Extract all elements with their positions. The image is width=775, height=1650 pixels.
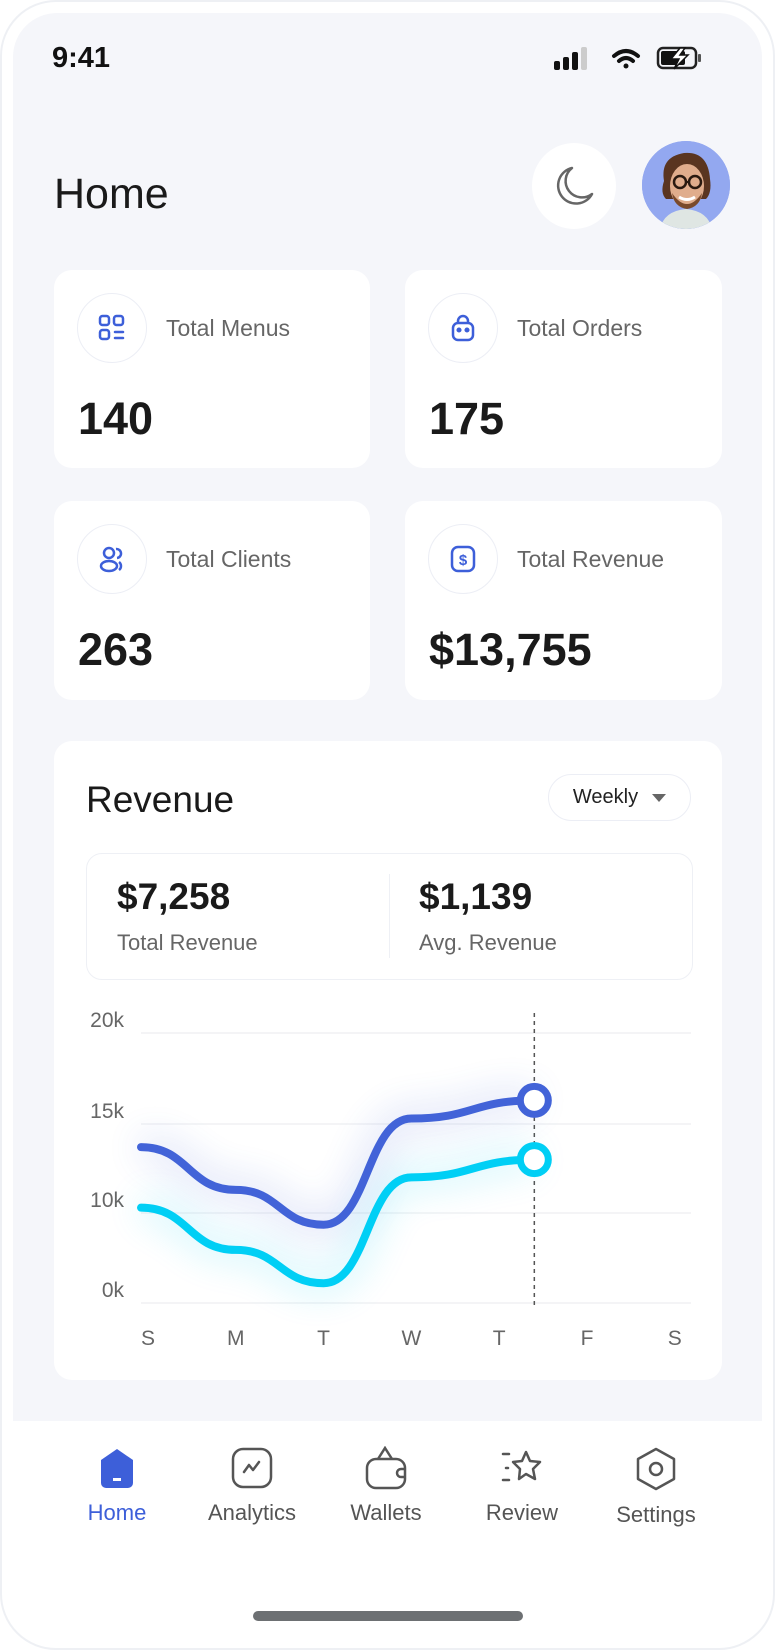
wifi-icon bbox=[612, 49, 640, 69]
summary-divider bbox=[389, 874, 390, 958]
x-tick-label: T bbox=[317, 1327, 330, 1350]
user-avatar-image bbox=[642, 141, 730, 229]
nav-item-settings[interactable]: Settings bbox=[591, 1446, 721, 1528]
nav-label: Review bbox=[485, 1500, 559, 1525]
series-marker-2[interactable] bbox=[516, 1142, 552, 1178]
x-tick-label: M bbox=[227, 1327, 245, 1350]
shopping-bag-icon bbox=[451, 314, 475, 342]
caret-down-icon bbox=[652, 793, 667, 802]
svg-text:$: $ bbox=[459, 552, 468, 569]
moon-icon bbox=[556, 166, 594, 205]
nav-item-review[interactable]: Review bbox=[457, 1446, 587, 1526]
stat-value: $13,755 bbox=[429, 624, 592, 675]
stat-label: Total Orders bbox=[517, 315, 643, 341]
period-dropdown[interactable]: Weekly bbox=[548, 774, 691, 821]
status-icons bbox=[554, 46, 701, 70]
settings-icon bbox=[636, 1447, 676, 1491]
nav-label: Analytics bbox=[207, 1500, 297, 1525]
stat-value: 263 bbox=[78, 624, 154, 675]
x-tick-label: S bbox=[141, 1327, 155, 1350]
series-line-2 bbox=[137, 1155, 539, 1288]
nav-item-analytics[interactable]: Analytics bbox=[187, 1446, 317, 1526]
stat-card-total-clients[interactable]: Total Clients 263 bbox=[54, 501, 370, 700]
avg-revenue-value: $1,139 bbox=[419, 876, 533, 917]
home-icon bbox=[101, 1449, 133, 1488]
revenue-title: Revenue bbox=[86, 779, 235, 820]
signal-icon bbox=[554, 47, 587, 70]
y-tick-label: 15k bbox=[90, 1100, 124, 1123]
y-tick-label: 20k bbox=[90, 1009, 124, 1032]
stat-icon-circle bbox=[77, 524, 147, 594]
total-revenue-label: Total Revenue bbox=[117, 930, 258, 955]
nav-label: Home bbox=[87, 1500, 147, 1525]
dollar-icon: $ bbox=[450, 545, 476, 573]
nav-item-home[interactable]: Home bbox=[52, 1446, 182, 1526]
stat-icon-circle: $ bbox=[428, 524, 498, 594]
theme-toggle-button[interactable] bbox=[532, 143, 616, 229]
analytics-icon bbox=[231, 1447, 273, 1489]
nav-label: Settings bbox=[616, 1502, 696, 1527]
series-line-1 bbox=[137, 1096, 539, 1229]
menu-grid-icon bbox=[98, 314, 125, 341]
y-tick-label: 10k bbox=[90, 1189, 124, 1212]
nav-label: Wallets bbox=[350, 1500, 422, 1525]
x-tick-label: T bbox=[493, 1327, 506, 1350]
y-tick-label: 0k bbox=[102, 1279, 125, 1302]
revenue-chart: 0k 10k 15k 20k S M T W T F S bbox=[90, 1009, 691, 1350]
revenue-card: Revenue Weekly $7,258 Total Revenue $1,1… bbox=[54, 741, 722, 1380]
stat-icon-circle bbox=[77, 293, 147, 363]
battery-charging-icon bbox=[656, 46, 701, 70]
stat-card-total-revenue[interactable]: $ Total Revenue $13,755 bbox=[405, 501, 722, 700]
avg-revenue-label: Avg. Revenue bbox=[419, 930, 557, 955]
x-tick-label: F bbox=[581, 1327, 594, 1350]
status-time: 9:41 bbox=[52, 42, 111, 74]
nav-item-wallets[interactable]: Wallets bbox=[321, 1446, 451, 1526]
star-icon bbox=[501, 1450, 542, 1482]
stat-label: Total Clients bbox=[166, 546, 292, 572]
x-tick-label: W bbox=[401, 1327, 421, 1350]
total-revenue-value: $7,258 bbox=[117, 876, 231, 917]
revenue-summary: $7,258 Total Revenue $1,139 Avg. Revenue bbox=[86, 853, 693, 980]
home-indicator[interactable] bbox=[253, 1611, 523, 1621]
stat-icon-circle bbox=[428, 293, 498, 363]
stat-value: 140 bbox=[78, 393, 154, 444]
x-tick-label: S bbox=[668, 1327, 682, 1350]
stat-label: Total Revenue bbox=[517, 546, 665, 572]
period-dropdown-value: Weekly bbox=[572, 786, 639, 808]
series-marker-1[interactable] bbox=[516, 1082, 552, 1118]
wallet-icon bbox=[365, 1446, 407, 1490]
stat-label: Total Menus bbox=[166, 315, 291, 341]
stat-card-total-menus[interactable]: Total Menus 140 bbox=[54, 270, 370, 468]
stat-value: 175 bbox=[429, 393, 505, 444]
avatar[interactable] bbox=[642, 141, 730, 229]
stat-card-total-orders[interactable]: Total Orders 175 bbox=[405, 270, 722, 468]
users-icon bbox=[99, 546, 123, 573]
page-title: Home bbox=[54, 170, 169, 218]
